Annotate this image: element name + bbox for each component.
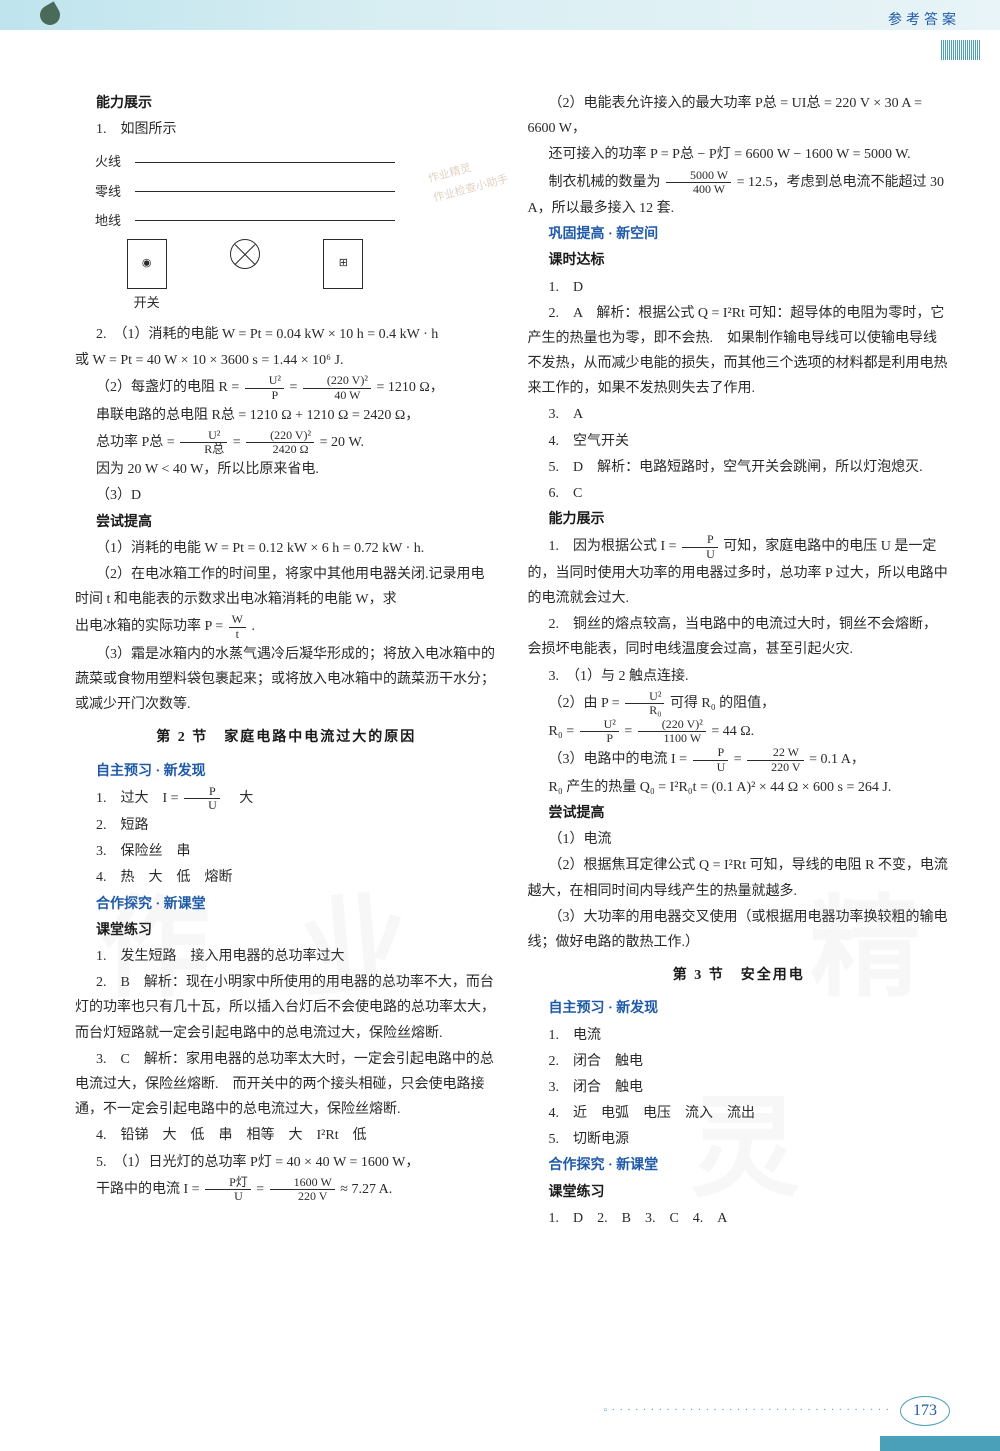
text: 干路中的电流 I = P灯U = 1600 W220 V ≈ 7.27 A. [75, 1176, 498, 1203]
leaf-icon [36, 1, 63, 28]
heading: 课堂练习 [528, 1180, 951, 1205]
text: 5. （1）日光灯的总功率 P灯 = 40 × 40 W = 1600 W， [75, 1150, 498, 1175]
switch-device: ◉ [127, 239, 167, 289]
text: 或 W = Pt = 40 W × 10 × 3600 s = 1.44 × 1… [75, 348, 498, 373]
circuit-diagram: 火线 零线 地线 ◉ 开关 ⊞ [95, 150, 395, 314]
bulb-icon [230, 239, 260, 269]
socket-device: ⊞ [323, 239, 363, 289]
text: （2）电能表允许接入的最大功率 P总 = UI总 = 220 V × 30 A … [528, 91, 951, 141]
text: 3. A [528, 402, 951, 427]
text: 2. B 解析：现在小明家中所使用的用电器的总功率不大，而台灯的功率也只有几十瓦… [75, 970, 498, 1046]
section-title: 第 2 节 家庭电路中电流过大的原因 [75, 725, 498, 750]
text: 出电冰箱的实际功率 P = Wt . [75, 613, 498, 640]
text: 4. 热 大 低 熔断 [75, 865, 498, 890]
text: （1）消耗的电能 W = Pt = 0.12 kW × 6 h = 0.72 k… [75, 536, 498, 561]
text: 1. D 2. B 3. C 4. A [528, 1206, 951, 1231]
heading: 能力展示 [75, 91, 498, 116]
label: 开关 [127, 291, 167, 314]
text: 2. 闭合 触电 [528, 1049, 951, 1074]
left-column: 能力展示 1. 如图所示 火线 零线 地线 ◉ 开关 ⊞ 2. （1）消耗的电能… [75, 90, 498, 1232]
text: （3）霜是冰箱内的水蒸气遇冷后凝华形成的；将放入电冰箱中的蔬菜或食物用塑料袋包裹… [75, 642, 498, 718]
heading: 合作探究 · 新课堂 [75, 892, 498, 917]
text: （3）电路中的电流 I = PU = 22 W220 V = 0.1 A， [528, 746, 951, 773]
text: 4. 近 电弧 电压 流入 流出 [528, 1101, 951, 1126]
text: 2. （1）消耗的电能 W = Pt = 0.04 kW × 10 h = 0.… [75, 322, 498, 347]
text: （3）D [75, 483, 498, 508]
text: 2. A 解析：根据公式 Q = I²Rt 可知：超导体的电阻为零时，它产生的热… [528, 301, 951, 402]
section-title: 第 3 节 安全用电 [528, 963, 951, 988]
text: 1. 因为根据公式 I = PU 可知，家庭电路中的电压 U 是一定的，当同时使… [528, 533, 951, 611]
heading: 尝试提高 [75, 510, 498, 535]
text: （2）在电冰箱工作的时间里，将家中其他用电器关闭.记录用电时间 t 和电能表的示… [75, 562, 498, 612]
text: 因为 20 W < 40 W，所以比原来省电. [75, 457, 498, 482]
text: 3. （1）与 2 触点连接. [528, 664, 951, 689]
text: 2. 铜丝的熔点较高，当电路中的电流过大时，铜丝不会熔断，会损坏电能表，同时电线… [528, 612, 951, 662]
page-number: 173 [900, 1396, 950, 1426]
text: 总功率 P总 = U²R总 = (220 V)²2420 Ω = 20 W. [75, 429, 498, 456]
text: 5. 切断电源 [528, 1127, 951, 1152]
text: 5. D 解析：电路短路时，空气开关会跳闸，所以灯泡熄灭. [528, 455, 951, 480]
header-title: 参考答案 [888, 8, 960, 33]
text: 1. D [528, 275, 951, 300]
bottom-stripe [880, 1436, 1000, 1451]
heading: 自主预习 · 新发现 [528, 996, 951, 1021]
text: R₀ 产生的热量 Q₀ = I²R₀t = (0.1 A)² × 44 Ω × … [528, 775, 951, 800]
heading: 课时达标 [528, 248, 951, 273]
page-number-area: ▫ · · · · · · · · · · · · · · · · · · · … [604, 1396, 950, 1426]
text: 2. 短路 [75, 813, 498, 838]
text: 3. C 解析：家用电器的总功率太大时，一定会引起电路中的总电流过大，保险丝熔断… [75, 1047, 498, 1123]
page-dots: ▫ · · · · · · · · · · · · · · · · · · · … [604, 1402, 890, 1420]
text: 1. 过大 I = PU 大 [75, 785, 498, 812]
text: 还可接入的功率 P = P总 − P灯 = 6600 W − 1600 W = … [528, 142, 951, 167]
heading: 自主预习 · 新发现 [75, 759, 498, 784]
text: （2）每盏灯的电阻 R = U²P = (220 V)²40 W = 1210 … [75, 374, 498, 401]
text: 1. 如图所示 [75, 117, 498, 142]
heading: 能力展示 [528, 507, 951, 532]
text: （2）由 P = U²R₀ 可得 R₀ 的阻值， [528, 690, 951, 717]
text: 3. 闭合 触电 [528, 1075, 951, 1100]
heading: 课堂练习 [75, 918, 498, 943]
label: 火线 [95, 150, 135, 173]
text: （2）根据焦耳定律公式 Q = I²Rt 可知，导线的电阻 R 不变，电流越大，… [528, 853, 951, 903]
barcode-decoration [941, 40, 980, 60]
text: R₀ = U²P = (220 V)²1100 W = 44 Ω. [528, 718, 951, 745]
label: 地线 [95, 209, 135, 232]
right-column: （2）电能表允许接入的最大功率 P总 = UI总 = 220 V × 30 A … [528, 90, 951, 1232]
header-bar [0, 0, 1000, 30]
text: （3）大功率的用电器交叉使用（或根据用电器功率换较粗的输电线；做好电路的散热工作… [528, 905, 951, 955]
text: 4. 铅锑 大 低 串 相等 大 I²Rt 低 [75, 1123, 498, 1148]
heading: 巩固提高 · 新空间 [528, 222, 951, 247]
text: 3. 保险丝 串 [75, 839, 498, 864]
text: 1. 电流 [528, 1023, 951, 1048]
text: 6. C [528, 481, 951, 506]
heading: 合作探究 · 新课堂 [528, 1153, 951, 1178]
heading: 尝试提高 [528, 801, 951, 826]
text: 制衣机械的数量为 5000 W400 W = 12.5，考虑到总电流不能超过 3… [528, 169, 951, 222]
text: （1）电流 [528, 827, 951, 852]
label: 零线 [95, 180, 135, 203]
content-area: 能力展示 1. 如图所示 火线 零线 地线 ◉ 开关 ⊞ 2. （1）消耗的电能… [0, 30, 1000, 1272]
text: 1. 发生短路 接入用电器的总功率过大 [75, 944, 498, 969]
text: 4. 空气开关 [528, 429, 951, 454]
text: 串联电路的总电阻 R总 = 1210 Ω + 1210 Ω = 2420 Ω， [75, 403, 498, 428]
